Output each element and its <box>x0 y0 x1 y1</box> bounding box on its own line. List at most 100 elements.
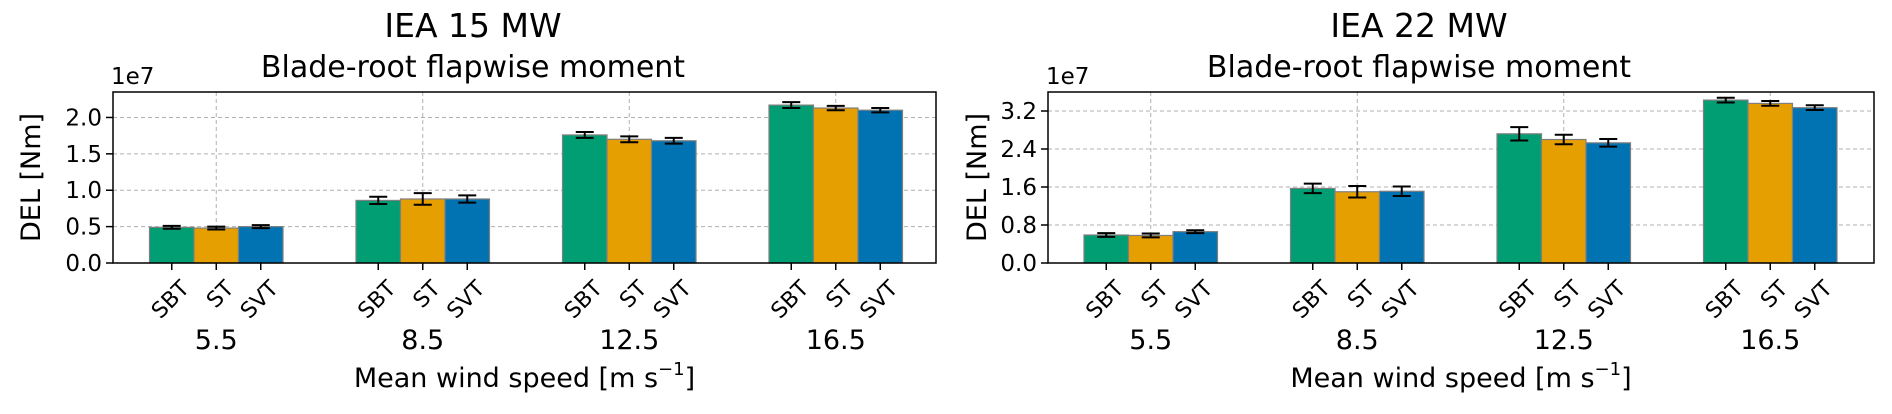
error-bar <box>826 104 845 112</box>
y-tick-label: 1.6 <box>1000 175 1037 201</box>
error-bar <box>1805 104 1824 112</box>
error-bar <box>207 225 226 231</box>
error-bar <box>782 101 801 110</box>
error-bar <box>162 224 181 230</box>
bar-st <box>193 227 240 264</box>
group-label: 5.5 <box>195 325 238 356</box>
y-tick-label: 0.0 <box>1000 251 1037 277</box>
bar-svt <box>444 198 491 264</box>
x-tick-label: SBT <box>1701 276 1749 324</box>
x-axis-label: Mean wind speed [m s−1] <box>354 359 695 394</box>
group-label: 12.5 <box>1534 325 1594 356</box>
chart-title: IEA 15 MW <box>384 6 562 45</box>
x-tick-label: SBT <box>1288 276 1336 324</box>
chart-panel-iea15: IEA 15 MW Blade-root flapwise moment 0.0… <box>16 6 937 394</box>
bar-st <box>1540 138 1587 264</box>
y-tick-label: 0.5 <box>65 215 102 241</box>
axes-frame <box>112 91 937 264</box>
bar-sbt <box>1496 133 1543 264</box>
bar-st <box>399 198 446 264</box>
bar-svt <box>1585 142 1632 264</box>
error-bar <box>369 195 388 206</box>
y-tick-label: 0.8 <box>1000 213 1037 239</box>
group-label: 8.5 <box>401 325 444 356</box>
bar-sbt <box>355 199 402 264</box>
error-bar <box>620 135 639 144</box>
y-tick-label: 1.0 <box>65 178 102 204</box>
x-tick-label: SVT <box>1377 276 1425 324</box>
error-bar <box>413 192 432 206</box>
axes-frame <box>1047 91 1875 264</box>
error-bar <box>1761 100 1780 107</box>
bar-svt <box>650 140 697 264</box>
y-tick-label: 3.2 <box>1000 99 1037 125</box>
error-bar <box>1141 232 1160 239</box>
y-ticks: 0.0 0.5 1.0 1.5 2.0 <box>65 105 113 277</box>
bar-st <box>812 107 859 264</box>
x-tick-label: SBT <box>560 276 608 324</box>
x-tick-label: SVT <box>1171 276 1219 324</box>
group-label: 12.5 <box>599 325 659 356</box>
x-tick-label: ST <box>615 276 652 313</box>
group-label: 16.5 <box>1740 325 1800 356</box>
error-bar <box>251 224 270 230</box>
bar-sbt <box>1289 187 1336 264</box>
x-tick-label: SVT <box>1584 276 1632 324</box>
x-tick-label: SVT <box>649 276 697 324</box>
error-bar <box>1554 133 1573 146</box>
error-bar <box>1510 126 1529 142</box>
x-tick-label: ST <box>1550 276 1587 313</box>
x-tick-label: ST <box>409 276 446 313</box>
error-bar <box>664 136 683 145</box>
x-tick-label: ST <box>1343 276 1380 313</box>
group-label: 16.5 <box>806 325 866 356</box>
error-bar <box>1716 96 1735 104</box>
y-tick-label: 2.0 <box>65 105 102 131</box>
bars <box>148 101 904 264</box>
x-tick-label: SVT <box>1790 276 1838 324</box>
bar-sbt <box>1702 99 1749 264</box>
bar-sbt <box>1083 234 1130 264</box>
bar-st <box>1747 102 1794 264</box>
x-tick-label: ST <box>1756 276 1793 313</box>
x-axis-label: Mean wind speed [m s−1] <box>1290 359 1631 394</box>
x-tick-label: ST <box>822 276 859 313</box>
y-ticks: 0.0 0.8 1.6 2.4 3.2 <box>1000 99 1048 277</box>
x-tick-label: ST <box>1137 276 1174 313</box>
error-bar <box>1097 232 1116 238</box>
bar-st <box>1334 191 1381 264</box>
group-label: 5.5 <box>1129 325 1172 356</box>
error-bar <box>575 131 594 139</box>
y-tick-label: 0.0 <box>65 251 102 277</box>
x-tick-label: SBT <box>767 276 815 324</box>
y-tick-label: 1.5 <box>65 142 102 168</box>
chart-subtitle: Blade-root flapwise moment <box>260 50 686 85</box>
chart-subtitle: Blade-root flapwise moment <box>1206 50 1632 85</box>
error-bar <box>1303 182 1322 195</box>
y-axis-label: DEL [Nm] <box>962 113 993 242</box>
x-tick-label: SBT <box>147 276 195 324</box>
y-scale-label: 1e7 <box>111 64 154 90</box>
error-bar <box>871 107 890 114</box>
error-bar <box>1186 229 1205 235</box>
error-bar <box>1348 185 1367 199</box>
x-tick-label: SBT <box>1495 276 1543 324</box>
y-axis-label: DEL [Nm] <box>16 113 47 242</box>
x-tick-label: SVT <box>443 276 491 324</box>
group-label: 8.5 <box>1336 325 1379 356</box>
error-bar <box>458 194 477 204</box>
bar-sbt <box>148 226 195 264</box>
bar-svt <box>1791 107 1838 264</box>
bar-st <box>1127 234 1174 264</box>
bar-st <box>606 138 653 264</box>
bar-sbt <box>561 134 608 264</box>
x-tick-label: SBT <box>1082 276 1130 324</box>
y-scale-label: 1e7 <box>1046 64 1089 90</box>
bar-svt <box>1378 190 1425 264</box>
error-bar <box>1392 185 1411 198</box>
error-bar <box>1599 138 1618 148</box>
